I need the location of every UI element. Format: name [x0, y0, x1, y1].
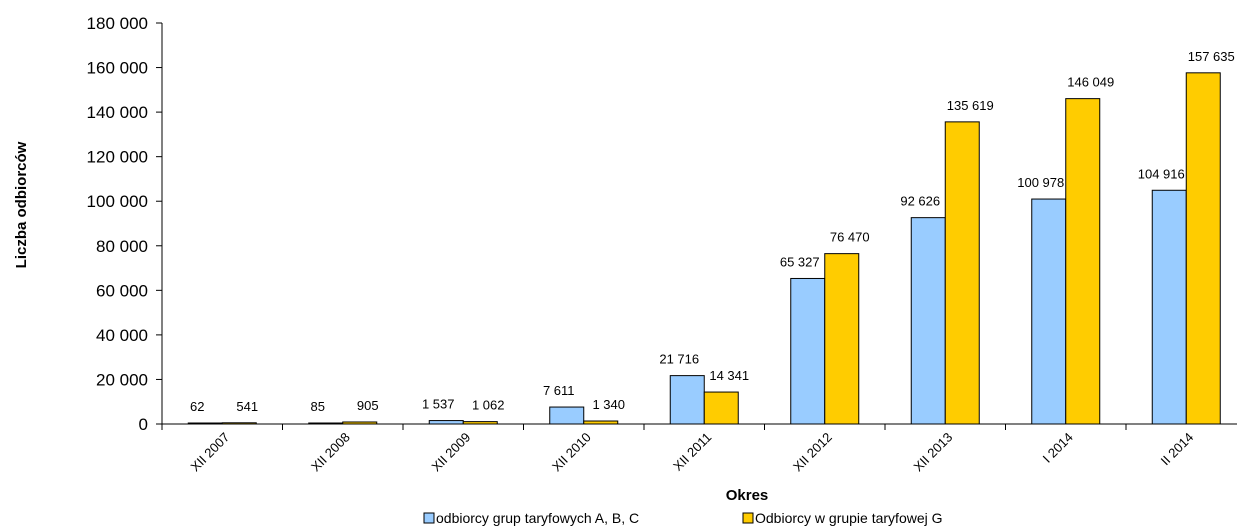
bar-series-a — [428, 420, 464, 425]
legend-label-series-g: Odbiorcy w grupie taryfowej G — [755, 510, 943, 526]
y-tick-label: 160 000 — [87, 59, 148, 78]
y-tick-label: 120 000 — [87, 148, 148, 167]
data-label-series-g: 135 619 — [947, 98, 994, 113]
data-label-series-a: 62 — [190, 399, 204, 414]
y-tick-label: 100 000 — [87, 192, 148, 211]
y-tick-label: 80 000 — [96, 237, 148, 256]
bar-series-a — [790, 277, 826, 425]
y-tick-label: 60 000 — [96, 281, 148, 300]
bar-series-g — [1065, 98, 1101, 425]
y-tick-label: 140 000 — [87, 103, 148, 122]
x-tick-label: XII 2009 — [429, 430, 474, 475]
data-label-series-g: 14 341 — [709, 368, 749, 383]
data-label-series-g: 905 — [357, 398, 379, 413]
data-label-series-a: 104 916 — [1138, 166, 1185, 181]
bar-series-a — [910, 217, 946, 425]
data-label-series-a: 7 611 — [543, 383, 575, 398]
data-label-series-g: 541 — [236, 399, 258, 414]
bar-series-a — [549, 406, 585, 425]
y-tick-label: 20 000 — [96, 370, 148, 389]
x-tick-label: XII 2007 — [188, 430, 233, 475]
axes-group — [156, 22, 1237, 430]
data-label-series-g: 1 062 — [472, 398, 505, 413]
x-axis-title: Okres — [726, 487, 769, 504]
x-tick-label: XII 2008 — [308, 430, 353, 475]
x-tick-label: XII 2010 — [549, 430, 594, 475]
bar-series-a — [1031, 198, 1067, 425]
data-label-series-a: 92 626 — [900, 194, 940, 209]
y-tick-label: 40 000 — [96, 326, 148, 345]
y-tick-label: 180 000 — [87, 14, 148, 33]
data-label-series-a: 21 716 — [659, 352, 699, 367]
bar-series-g — [1185, 72, 1221, 425]
bar-series-g — [703, 391, 739, 425]
bar-series-g — [824, 253, 860, 425]
legend: odbiorcy grup taryfowych A, B, C Odbiorc… — [423, 510, 943, 526]
bars-group — [187, 72, 1221, 425]
bar-series-g — [944, 121, 980, 425]
y-tick-label: 0 — [139, 415, 148, 434]
data-label-series-a: 65 327 — [780, 254, 820, 269]
data-label-series-a: 85 — [311, 399, 325, 414]
data-labels-group: 62 541 85 905 1 537 1 062 7 611 1 340 21 716 14 3… — [190, 49, 1235, 414]
data-label-series-g: 146 049 — [1067, 75, 1114, 90]
x-tick-label: XII 2012 — [790, 430, 835, 475]
data-label-series-g: 76 470 — [830, 230, 870, 245]
legend-swatch-series-a — [423, 512, 435, 524]
x-tick-label: I 2014 — [1040, 430, 1076, 466]
bar-series-a — [669, 375, 705, 425]
legend-label-series-a: odbiorcy grup taryfowych A, B, C — [436, 510, 639, 526]
data-label-series-a: 100 978 — [1017, 175, 1064, 190]
data-label-series-g: 1 340 — [592, 397, 625, 412]
x-tick-label: XII 2011 — [670, 430, 714, 474]
y-axis-title: Liczba odbiorców — [13, 141, 30, 268]
data-label-series-g: 157 635 — [1188, 49, 1235, 64]
bar-series-a — [1151, 189, 1187, 425]
data-label-series-a: 1 537 — [422, 397, 455, 412]
legend-swatch-series-g — [742, 512, 754, 524]
x-tick-label: II 2014 — [1158, 430, 1197, 469]
x-tick-label: XII 2013 — [911, 430, 956, 475]
